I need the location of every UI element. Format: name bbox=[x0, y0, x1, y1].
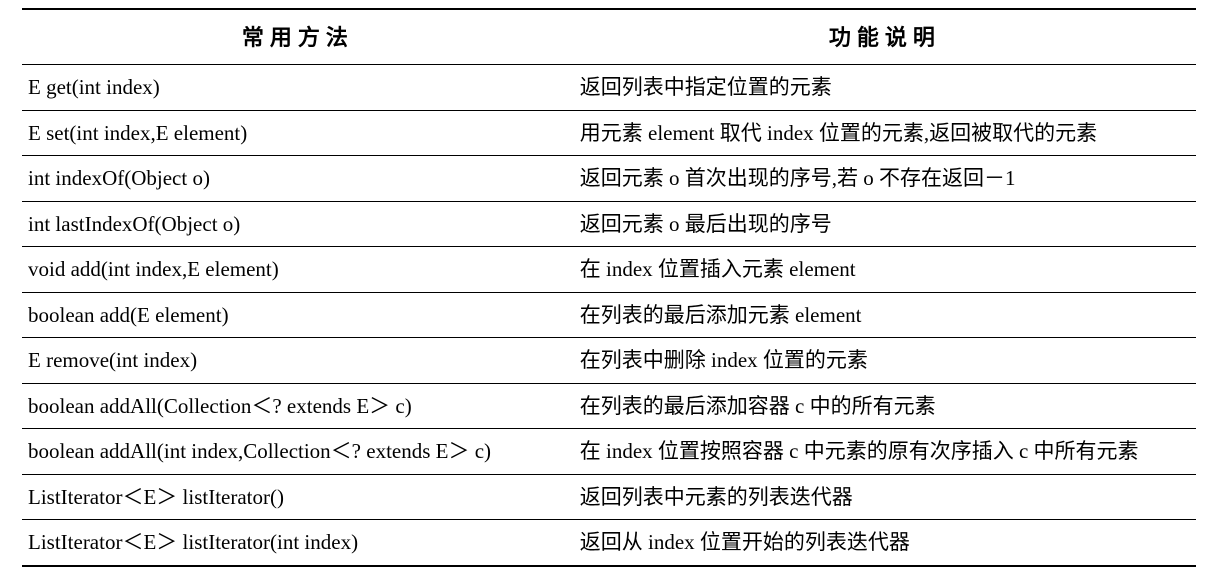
table-row: E get(int index) 返回列表中指定位置的元素 bbox=[22, 65, 1196, 111]
cell-desc: 用元素 element 取代 index 位置的元素,返回被取代的元素 bbox=[574, 110, 1196, 156]
page: 常用方法 功能说明 E get(int index) 返回列表中指定位置的元素 … bbox=[0, 0, 1218, 579]
cell-method: boolean addAll(Collection＜? extends E＞ c… bbox=[22, 383, 574, 429]
cell-method: void add(int index,E element) bbox=[22, 247, 574, 293]
cell-method: E remove(int index) bbox=[22, 338, 574, 384]
cell-method: E get(int index) bbox=[22, 65, 574, 111]
cell-desc: 返回元素 o 首次出现的序号,若 o 不存在返回－1 bbox=[574, 156, 1196, 202]
table-row: boolean addAll(Collection＜? extends E＞ c… bbox=[22, 383, 1196, 429]
cell-desc: 返回元素 o 最后出现的序号 bbox=[574, 201, 1196, 247]
table-row: void add(int index,E element) 在 index 位置… bbox=[22, 247, 1196, 293]
table-row: ListIterator＜E＞ listIterator() 返回列表中元素的列… bbox=[22, 474, 1196, 520]
cell-desc: 在 index 位置插入元素 element bbox=[574, 247, 1196, 293]
table-row: E remove(int index) 在列表中删除 index 位置的元素 bbox=[22, 338, 1196, 384]
cell-method: E set(int index,E element) bbox=[22, 110, 574, 156]
cell-method: boolean add(E element) bbox=[22, 292, 574, 338]
cell-method: ListIterator＜E＞ listIterator(int index) bbox=[22, 520, 574, 566]
cell-desc: 在 index 位置按照容器 c 中元素的原有次序插入 c 中所有元素 bbox=[574, 429, 1196, 475]
table-header-row: 常用方法 功能说明 bbox=[22, 9, 1196, 65]
cell-desc: 返回列表中指定位置的元素 bbox=[574, 65, 1196, 111]
cell-method: ListIterator＜E＞ listIterator() bbox=[22, 474, 574, 520]
table-row: E set(int index,E element) 用元素 element 取… bbox=[22, 110, 1196, 156]
cell-method: int lastIndexOf(Object o) bbox=[22, 201, 574, 247]
cell-desc: 在列表的最后添加元素 element bbox=[574, 292, 1196, 338]
methods-table: 常用方法 功能说明 E get(int index) 返回列表中指定位置的元素 … bbox=[22, 8, 1196, 567]
col-header-desc: 功能说明 bbox=[574, 9, 1196, 65]
table-row: ListIterator＜E＞ listIterator(int index) … bbox=[22, 520, 1196, 566]
cell-desc: 返回从 index 位置开始的列表迭代器 bbox=[574, 520, 1196, 566]
table-row: int lastIndexOf(Object o) 返回元素 o 最后出现的序号 bbox=[22, 201, 1196, 247]
table-row: int indexOf(Object o) 返回元素 o 首次出现的序号,若 o… bbox=[22, 156, 1196, 202]
cell-method: int indexOf(Object o) bbox=[22, 156, 574, 202]
table-row: boolean addAll(int index,Collection＜? ex… bbox=[22, 429, 1196, 475]
cell-desc: 在列表的最后添加容器 c 中的所有元素 bbox=[574, 383, 1196, 429]
col-header-method: 常用方法 bbox=[22, 9, 574, 65]
cell-desc: 在列表中删除 index 位置的元素 bbox=[574, 338, 1196, 384]
table-row: boolean add(E element) 在列表的最后添加元素 elemen… bbox=[22, 292, 1196, 338]
cell-desc: 返回列表中元素的列表迭代器 bbox=[574, 474, 1196, 520]
cell-method: boolean addAll(int index,Collection＜? ex… bbox=[22, 429, 574, 475]
